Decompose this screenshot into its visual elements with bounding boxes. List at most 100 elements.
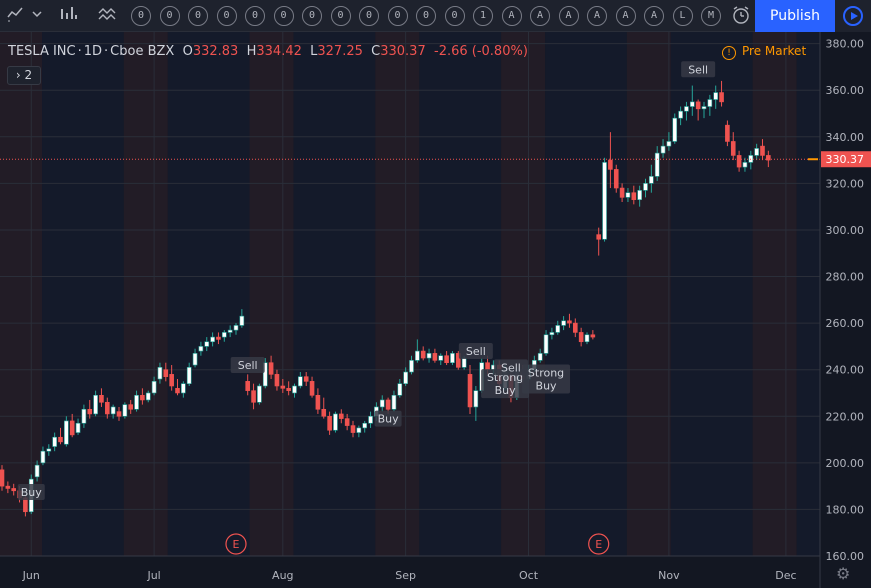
candle-body[interactable] xyxy=(608,159,613,170)
candle-body[interactable] xyxy=(333,413,338,431)
candle-body[interactable] xyxy=(689,101,695,107)
event-pill[interactable]: A xyxy=(644,6,664,26)
candle-body[interactable] xyxy=(52,436,57,447)
interval[interactable]: 1D xyxy=(83,44,103,59)
candle-body[interactable] xyxy=(397,383,403,396)
candle-body[interactable] xyxy=(192,353,198,366)
candle-body[interactable] xyxy=(216,336,221,340)
candle-body[interactable] xyxy=(666,141,672,147)
candle-body[interactable] xyxy=(292,385,297,394)
candle-body[interactable] xyxy=(584,334,590,343)
candle-body[interactable] xyxy=(251,390,256,403)
candle-body[interactable] xyxy=(245,381,250,391)
candle-body[interactable] xyxy=(368,415,373,424)
candle-body[interactable] xyxy=(99,395,104,403)
candle-body[interactable] xyxy=(625,192,631,198)
candle-body[interactable] xyxy=(239,315,245,326)
signal-label[interactable]: Sell xyxy=(238,359,258,372)
signal-label[interactable]: Buy xyxy=(495,384,517,397)
candle-body[interactable] xyxy=(754,148,759,156)
candle-body[interactable] xyxy=(567,320,572,324)
candle-body[interactable] xyxy=(596,234,602,240)
candle-body[interactable] xyxy=(157,367,163,380)
candle-body[interactable] xyxy=(11,488,16,492)
candle-body[interactable] xyxy=(350,425,356,433)
event-pill[interactable]: A xyxy=(558,6,579,26)
candle-body[interactable] xyxy=(766,155,771,161)
candle-body[interactable] xyxy=(116,411,122,417)
candle-body[interactable] xyxy=(5,485,11,489)
candle-body[interactable] xyxy=(210,336,215,343)
collapse-indicators-button[interactable]: › 2 xyxy=(7,66,41,85)
candle-body[interactable] xyxy=(455,353,461,368)
candle-body[interactable] xyxy=(684,106,689,112)
event-pill[interactable]: 0 xyxy=(216,6,237,26)
candle-body[interactable] xyxy=(643,183,648,191)
candle-body[interactable] xyxy=(198,346,204,352)
candle-body[interactable] xyxy=(379,399,385,408)
signal-label[interactable]: Buy xyxy=(378,413,400,426)
event-pill[interactable]: A xyxy=(530,6,550,26)
event-pill[interactable]: 0 xyxy=(245,6,265,26)
candle-body[interactable] xyxy=(578,332,584,343)
candle-body[interactable] xyxy=(420,350,426,359)
candle-body[interactable] xyxy=(110,406,116,415)
signal-label[interactable]: Buy xyxy=(536,380,558,393)
candle-body[interactable] xyxy=(286,388,291,391)
candle-body[interactable] xyxy=(742,162,748,168)
candle-body[interactable] xyxy=(701,106,707,110)
candle-body[interactable] xyxy=(81,408,87,424)
candle-body[interactable] xyxy=(602,162,607,240)
compare-icon[interactable] xyxy=(96,5,118,27)
event-pill[interactable]: A xyxy=(615,6,636,26)
candle-body[interactable] xyxy=(204,341,210,347)
candle-body[interactable] xyxy=(467,374,473,408)
chevron-down-icon[interactable] xyxy=(30,5,44,27)
candle-body[interactable] xyxy=(649,176,654,184)
earnings-event-marker[interactable] xyxy=(588,533,610,555)
candle-body[interactable] xyxy=(736,155,742,168)
play-button[interactable] xyxy=(835,0,871,32)
candle-body[interactable] xyxy=(0,469,5,487)
signal-label[interactable]: Sell xyxy=(466,345,486,358)
candle-body[interactable] xyxy=(725,124,730,142)
candle-body[interactable] xyxy=(181,383,186,394)
signal-label[interactable]: Sell xyxy=(501,361,521,374)
indicators-icon[interactable] xyxy=(58,5,80,27)
gear-icon[interactable]: ⚙ xyxy=(836,564,851,583)
candle-body[interactable] xyxy=(87,408,93,415)
candle-body[interactable] xyxy=(415,350,420,361)
candle-body[interactable] xyxy=(660,145,666,154)
candle-body[interactable] xyxy=(227,329,233,333)
candle-body[interactable] xyxy=(485,362,490,370)
candle-body[interactable] xyxy=(134,395,139,410)
event-pill[interactable]: M xyxy=(701,6,721,26)
candle-body[interactable] xyxy=(46,448,52,452)
candle-body[interactable] xyxy=(309,381,315,396)
candle-body[interactable] xyxy=(362,422,368,429)
event-pill[interactable]: L xyxy=(672,6,693,26)
candle-body[interactable] xyxy=(444,355,449,364)
event-pill[interactable]: 0 xyxy=(387,6,408,26)
candle-body[interactable] xyxy=(140,395,145,401)
event-pill[interactable]: A xyxy=(501,6,522,26)
candle-body[interactable] xyxy=(64,420,69,445)
candle-body[interactable] xyxy=(274,374,280,387)
candle-body[interactable] xyxy=(344,418,350,426)
candle-body[interactable] xyxy=(145,392,151,401)
candle-body[interactable] xyxy=(537,353,543,361)
candle-body[interactable] xyxy=(175,388,180,394)
candle-body[interactable] xyxy=(619,187,625,198)
candle-body[interactable] xyxy=(280,385,286,389)
candle-body[interactable] xyxy=(391,395,397,410)
candle-body[interactable] xyxy=(163,369,169,377)
market-status[interactable]: ! Pre Market xyxy=(722,44,806,60)
candle-body[interactable] xyxy=(327,415,332,431)
candle-body[interactable] xyxy=(713,92,719,100)
signal-label[interactable]: Strong xyxy=(528,367,564,380)
candle-body[interactable] xyxy=(719,92,724,103)
event-pill[interactable]: 0 xyxy=(330,6,351,26)
candle-body[interactable] xyxy=(268,362,274,375)
signal-label[interactable]: Buy xyxy=(21,486,43,499)
chart-type-icon[interactable] xyxy=(6,5,24,27)
